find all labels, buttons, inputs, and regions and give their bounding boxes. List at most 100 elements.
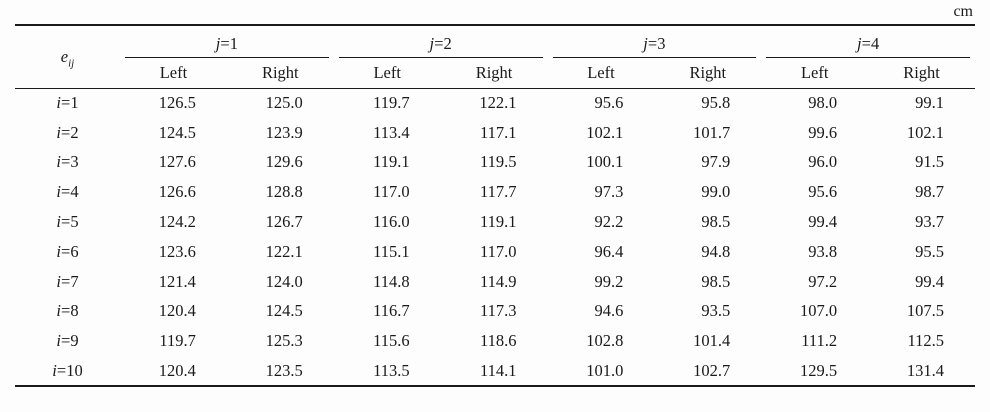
value-cell: 99.6: [808, 122, 838, 142]
value-cell: 117.0: [479, 241, 517, 261]
value-cell: 94.8: [701, 241, 731, 261]
subheader-right-j1: Right: [226, 58, 334, 89]
row-variable: i: [56, 331, 62, 351]
group-eq: =2: [434, 34, 452, 53]
group-header-j2: j=2: [334, 25, 548, 58]
value-cell: 119.1: [479, 212, 517, 232]
value-cell: 126.6: [158, 182, 196, 202]
value-cell: 99.1: [915, 93, 944, 113]
value-cell: 97.3: [594, 182, 624, 202]
value-cell: 100.1: [586, 152, 624, 172]
row-variable: i: [56, 93, 62, 113]
value-cell: 128.8: [265, 182, 303, 202]
row-label: i=5: [15, 207, 120, 237]
value-cell: 125.0: [265, 93, 303, 113]
value-cell: 124.2: [158, 212, 196, 232]
subheader-right-j3: Right: [654, 58, 762, 89]
value-cell: 102.1: [906, 122, 944, 142]
row-eq: =7: [61, 271, 79, 291]
value-cell: 101.7: [693, 122, 731, 142]
value-cell: 117.1: [479, 122, 517, 142]
subheader-left-j4: Left: [761, 58, 869, 89]
value-cell: 123.9: [265, 122, 303, 142]
value-cell: 96.0: [808, 152, 838, 172]
value-cell: 116.7: [373, 301, 410, 321]
value-cell: 117.3: [479, 301, 517, 321]
value-cell: 101.4: [693, 331, 731, 351]
value-cell: 119.1: [373, 152, 410, 172]
row-variable: i: [56, 241, 62, 261]
value-cell: 118.6: [479, 331, 517, 351]
value-cell: 131.4: [906, 360, 944, 380]
table-row: i=6 123.6 122.1 115.1 117.0 96.4 94.8 93.8 95.5: [15, 237, 975, 267]
value-cell: 124.0: [265, 271, 303, 291]
row-label: i=4: [15, 177, 120, 207]
value-cell: 98.0: [808, 93, 838, 113]
subheader-row: Left Right Left Right Left Right Left Ri…: [15, 58, 975, 89]
value-cell: 95.8: [701, 93, 731, 113]
table-body: i=1 126.5 125.0 119.7 122.1 95.6 95.8 98.0 99.1 i…: [15, 88, 975, 386]
value-cell: 97.9: [701, 152, 731, 172]
group-header-j3: j=3: [548, 25, 762, 58]
value-cell: 93.8: [808, 241, 838, 261]
table-row: i=7 121.4 124.0 114.8 114.9 99.2 98.5 97.2 99.4: [15, 267, 975, 297]
value-cell: 99.0: [701, 182, 731, 202]
row-variable: i: [56, 182, 62, 202]
value-cell: 116.0: [373, 212, 410, 232]
row-variable: i: [56, 271, 62, 291]
row-label: i=8: [15, 297, 120, 327]
row-eq: =1: [61, 93, 79, 113]
value-cell: 119.5: [479, 152, 517, 172]
value-cell: 129.6: [265, 152, 303, 172]
row-eq: =3: [61, 152, 79, 172]
value-cell: 117.0: [373, 182, 410, 202]
value-cell: 98.5: [701, 212, 731, 232]
value-cell: 102.7: [693, 360, 731, 380]
subheader-right-j2: Right: [440, 58, 548, 89]
value-cell: 123.5: [265, 360, 303, 380]
table-row: i=3 127.6 129.6 119.1 119.5 100.1 97.9 96.0 91.5: [15, 148, 975, 178]
group-eq: =1: [220, 34, 238, 53]
value-cell: 120.4: [158, 360, 196, 380]
row-label: i=10: [15, 356, 120, 386]
group-eq: =3: [647, 34, 666, 53]
row-label: i=9: [15, 326, 120, 356]
table-row: i=8 120.4 124.5 116.7 117.3 94.6 93.5 107.0 107.…: [15, 297, 975, 327]
value-cell: 119.7: [159, 331, 196, 351]
value-cell: 97.2: [808, 271, 838, 291]
value-cell: 126.7: [265, 212, 303, 232]
table-row: i=4 126.6 128.8 117.0 117.7 97.3 99.0 95.6 98.7: [15, 177, 975, 207]
value-cell: 95.6: [594, 93, 624, 113]
row-label: i=1: [15, 88, 120, 118]
group-header-row: eij j=1 j=2 j=3 j=4: [15, 25, 975, 89]
row-variable: i: [56, 301, 62, 321]
value-cell: 98.7: [915, 182, 944, 202]
value-cell: 115.1: [373, 241, 410, 261]
row-eq: =4: [61, 182, 79, 202]
row-eq: =5: [61, 212, 79, 232]
group-header-j4: j=4: [761, 25, 975, 58]
value-cell: 96.4: [594, 241, 624, 261]
value-cell: 102.8: [586, 331, 624, 351]
subheader-left-j2: Left: [333, 58, 441, 89]
value-cell: 99.4: [915, 271, 944, 291]
value-cell: 126.5: [158, 93, 196, 113]
value-cell: 119.7: [373, 93, 410, 113]
row-label: i=6: [15, 237, 120, 267]
value-cell: 107.0: [800, 301, 838, 321]
row-variable: i: [56, 212, 62, 232]
value-cell: 112.5: [907, 331, 944, 351]
value-cell: 102.1: [586, 122, 624, 142]
value-cell: 99.2: [594, 271, 624, 291]
value-cell: 92.2: [594, 212, 624, 232]
group-var: j: [857, 34, 862, 53]
group-eq: =4: [861, 34, 880, 53]
value-cell: 124.5: [265, 301, 303, 321]
unit-label: cm: [953, 3, 973, 20]
value-cell: 117.7: [479, 182, 517, 202]
value-cell: 98.5: [701, 271, 731, 291]
group-var: j: [643, 34, 648, 53]
group-header-j1: j=1: [120, 25, 334, 58]
table-row: i=9 119.7 125.3 115.6 118.6 102.8 101.4 111.2 11…: [15, 326, 975, 356]
